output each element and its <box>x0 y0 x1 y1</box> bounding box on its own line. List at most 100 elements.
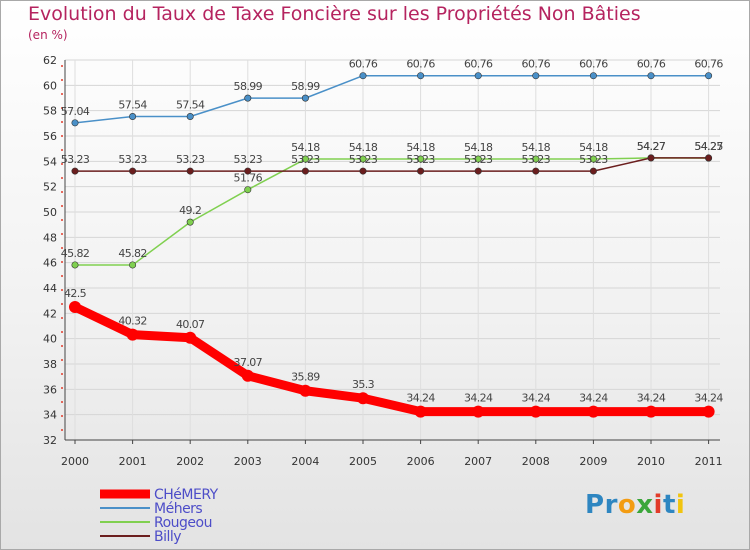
x-tick-label: 2004 <box>291 455 319 468</box>
x-tick-label: 2002 <box>176 455 204 468</box>
data-point <box>129 167 137 175</box>
data-label: 53.23 <box>579 153 608 166</box>
data-point <box>474 72 482 80</box>
data-point <box>71 167 79 175</box>
data-label: 45.82 <box>61 247 90 260</box>
data-point <box>589 155 597 163</box>
data-label: 54.18 <box>464 141 493 154</box>
x-tick-label: 2009 <box>579 455 607 468</box>
data-label: 42.5 <box>64 287 87 300</box>
data-point <box>186 218 194 226</box>
logo-letter: P <box>585 490 605 520</box>
data-label: 53.23 <box>118 153 147 166</box>
data-label: 53.23 <box>406 153 435 166</box>
data-label: 53.23 <box>234 153 263 166</box>
data-point <box>301 94 309 102</box>
data-point <box>129 112 137 120</box>
data-label: 34.24 <box>579 392 608 405</box>
data-point <box>417 72 425 80</box>
data-point <box>472 405 485 418</box>
data-label: 40.32 <box>118 315 147 328</box>
data-point <box>645 405 657 418</box>
data-label: 54.18 <box>291 141 320 154</box>
series-line <box>74 157 710 266</box>
y-tick-label: 58 <box>43 105 57 118</box>
legend-label: Méhers <box>154 501 202 517</box>
y-tick-label: 60 <box>43 79 57 92</box>
grid-lines <box>65 59 720 441</box>
series-layer <box>69 72 715 418</box>
y-tick-label: 38 <box>43 358 57 371</box>
x-tick-label: 2003 <box>234 455 262 468</box>
data-label: 54.18 <box>579 141 608 154</box>
x-tick-label: 2008 <box>522 455 550 468</box>
data-label: 54.18 <box>522 141 551 154</box>
data-point <box>357 392 369 405</box>
logo-letter: r <box>604 490 618 520</box>
data-label: 60.76 <box>694 58 723 71</box>
data-label: 54.18 <box>349 141 378 154</box>
x-tick-label: 2005 <box>349 455 377 468</box>
legend-label: Billy <box>154 529 181 545</box>
data-point <box>184 331 197 344</box>
data-label: 35.89 <box>291 371 320 384</box>
data-point <box>532 155 540 163</box>
data-label: 35.3 <box>352 378 375 391</box>
data-label: 34.24 <box>694 392 723 405</box>
series-line <box>74 74 710 124</box>
data-label: 53.23 <box>349 153 378 166</box>
data-label: 53.23 <box>61 153 90 166</box>
chart-title: Evolution du Taux de Taxe Foncière sur l… <box>28 3 641 25</box>
data-point <box>587 405 600 418</box>
x-tick-label: 2007 <box>464 455 492 468</box>
data-label: 45.82 <box>118 247 147 260</box>
data-point <box>414 405 427 418</box>
data-label: 58.99 <box>291 80 320 93</box>
data-point <box>129 261 137 269</box>
x-tick-label: 2010 <box>637 455 665 468</box>
data-point <box>71 119 79 127</box>
data-point <box>301 155 309 163</box>
data-point <box>301 167 309 175</box>
legend-label: Rougeou <box>154 515 212 531</box>
data-point <box>417 155 425 163</box>
data-point <box>299 384 312 397</box>
data-label: 60.76 <box>522 58 551 71</box>
y-tick-label: 56 <box>43 130 57 143</box>
logo-letter: x <box>636 490 654 520</box>
data-label: 53.23 <box>522 153 551 166</box>
data-point <box>647 154 655 162</box>
data-point <box>244 167 252 175</box>
data-point <box>647 72 655 80</box>
y-tick-label: 42 <box>43 307 57 320</box>
data-point <box>359 167 367 175</box>
x-tick-label: 2000 <box>61 455 89 468</box>
data-label: 49.2 <box>179 204 201 217</box>
data-label: 53.23 <box>291 153 320 166</box>
y-tick-label: 46 <box>43 257 57 270</box>
data-label: 53.23 <box>176 153 205 166</box>
data-point <box>474 167 482 175</box>
logo-letter: o <box>617 490 637 520</box>
data-label: 51.76 <box>234 172 263 185</box>
data-point <box>474 155 482 163</box>
logo-letter: i <box>653 490 663 520</box>
data-labels: 42.5 40.32 40.07 37.07 35.89 35.3 34.24 34.24 34… <box>61 58 724 405</box>
series-line <box>74 157 710 172</box>
y-tick-label: 34 <box>43 409 57 422</box>
data-point <box>359 155 367 163</box>
data-point <box>359 72 367 80</box>
y-tick-label: 62 <box>43 54 57 67</box>
logo-letter: t <box>662 490 676 520</box>
x-tick-label: 2011 <box>695 455 723 468</box>
series-line <box>70 302 714 417</box>
data-label: 60.76 <box>464 58 493 71</box>
logo-letter: i <box>675 490 686 520</box>
data-label: 34.24 <box>637 392 666 405</box>
x-tick-label: 2001 <box>119 455 147 468</box>
data-point <box>589 72 597 80</box>
data-label: 60.76 <box>637 58 666 71</box>
